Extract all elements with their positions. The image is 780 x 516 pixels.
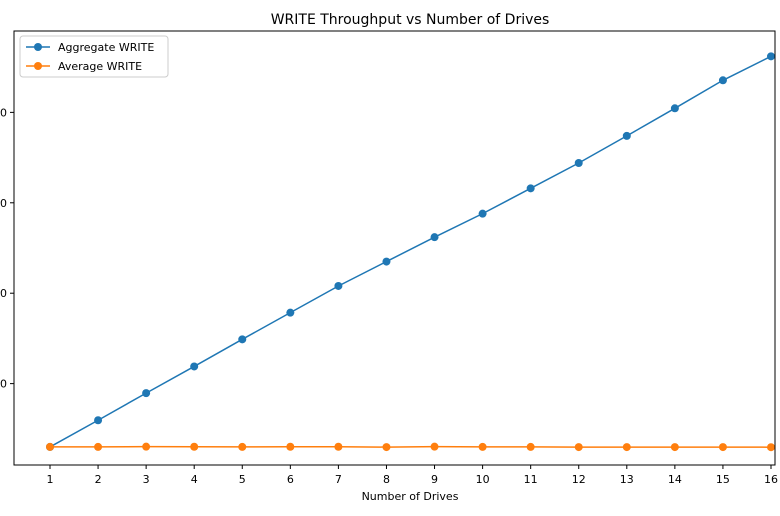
x-tick-label: 10: [476, 473, 490, 486]
aggregate-write-point: [94, 416, 103, 425]
x-tick-label: 4: [191, 473, 198, 486]
average-write-point: [670, 443, 679, 452]
x-tick-label: 14: [668, 473, 682, 486]
aggregate-write-point: [718, 76, 727, 85]
average-write-point: [430, 442, 439, 451]
x-axis-label: Number of Drives: [362, 490, 459, 503]
average-write-point: [622, 443, 631, 452]
series-layer: [46, 52, 775, 452]
x-tick-label: 3: [143, 473, 150, 486]
aggregate-write-point: [526, 184, 535, 193]
aggregate-write-point: [142, 389, 151, 398]
average-write-point: [767, 443, 775, 452]
average-write-point: [334, 442, 343, 451]
legend-box: [19, 35, 169, 78]
x-tick-label: 7: [335, 473, 342, 486]
aggregate-write-point: [382, 257, 391, 266]
average-write-line: [50, 445, 772, 448]
x-tick-label: 2: [95, 473, 102, 486]
aggregate-write-point: [767, 52, 775, 61]
aggregate-write-point: [334, 281, 343, 290]
aggregate-write-point: [190, 362, 199, 371]
aggregate-write-point: [574, 159, 583, 168]
legend: Aggregate WRITE Average WRITE: [19, 35, 169, 78]
x-tick-label: 11: [524, 473, 538, 486]
chart-title: WRITE Throughput vs Number of Drives: [271, 12, 550, 28]
x-tick-label: 6: [287, 473, 294, 486]
average-write-point: [574, 443, 583, 452]
y-tick-label: 0: [0, 106, 7, 119]
average-write-point: [94, 442, 103, 451]
plot-frame: [13, 30, 776, 466]
x-tick-label: 9: [431, 473, 438, 486]
y-tick-label: 0: [0, 378, 7, 391]
average-write-point: [478, 442, 487, 451]
y-axis-ticks: 0 0 0 0: [0, 106, 14, 391]
legend-average-marker: [34, 62, 42, 70]
aggregate-write-point: [238, 335, 247, 344]
aggregate-write-point: [430, 233, 439, 242]
aggregate-write-point: [622, 131, 631, 140]
x-tick-label: 16: [764, 473, 778, 486]
legend-aggregate-marker: [34, 43, 42, 51]
legend-aggregate-label: Aggregate WRITE: [58, 41, 154, 54]
x-axis-ticks: 1 2 3 4 5 6 7 8 9 10 11 12 13 14 15 16: [47, 465, 778, 486]
aggregate-write-line: [49, 55, 772, 448]
aggregate-write-point: [286, 308, 295, 317]
average-write-point: [526, 442, 535, 451]
x-tick-label: 13: [620, 473, 634, 486]
x-tick-label: 8: [383, 473, 390, 486]
x-tick-label: 5: [239, 473, 246, 486]
average-write-point: [286, 442, 295, 451]
aggregate-write-point: [478, 209, 487, 218]
average-write-point: [190, 442, 199, 451]
average-write-point: [46, 442, 54, 451]
average-write-point: [382, 443, 391, 452]
average-write-point: [718, 443, 727, 452]
x-tick-label: 1: [47, 473, 54, 486]
legend-average-label: Average WRITE: [58, 60, 142, 73]
average-write-point: [142, 442, 151, 451]
x-tick-label: 12: [572, 473, 586, 486]
x-tick-label: 15: [716, 473, 730, 486]
y-tick-label: 0: [0, 197, 7, 210]
y-tick-label: 0: [0, 287, 7, 300]
aggregate-write-point: [670, 104, 679, 113]
average-write-point: [238, 442, 247, 451]
